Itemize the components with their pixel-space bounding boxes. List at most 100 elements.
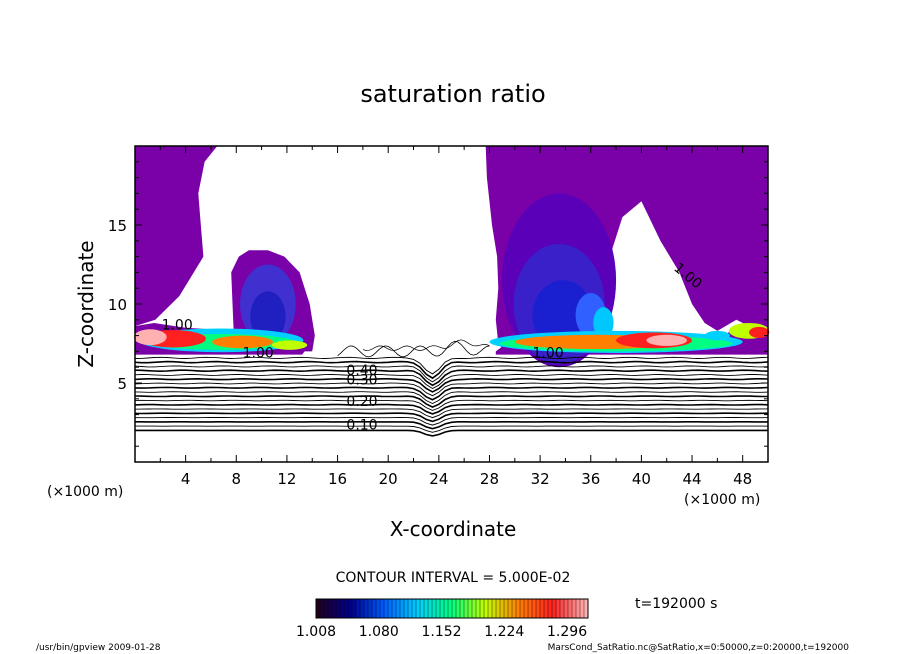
colorbar-frame xyxy=(315,598,589,619)
colorbar-cell xyxy=(456,599,461,618)
intensity-patch xyxy=(749,326,770,338)
colorbar-cell xyxy=(500,599,505,618)
colorbar-cell xyxy=(404,599,409,618)
colorbar-label: 1.152 xyxy=(421,624,461,640)
colorbar-cell xyxy=(368,599,373,618)
colorbar-label: 1.008 xyxy=(296,624,336,640)
contour-label: 1.00 xyxy=(533,346,564,362)
x-tick-label: 16 xyxy=(328,470,347,488)
x-axis-label: X-coordinate xyxy=(390,517,517,541)
colorbar-cell xyxy=(488,599,493,618)
contour-line xyxy=(134,377,769,393)
colorbar-cell xyxy=(432,599,437,618)
colorbar-cell xyxy=(520,599,525,618)
colorbar-cell xyxy=(392,599,397,618)
contour-line xyxy=(134,356,769,375)
colorbar-cell xyxy=(492,599,497,618)
colorbar-cell xyxy=(428,599,433,618)
contour-line xyxy=(362,339,490,351)
x-tick-label: 12 xyxy=(277,470,296,488)
colorbar-cell xyxy=(524,599,529,618)
contour-label: 1.00 xyxy=(243,346,274,362)
colorbar-cell xyxy=(420,599,425,618)
colorbar-cell xyxy=(320,599,325,618)
contour-line xyxy=(134,391,769,404)
contour-lines xyxy=(134,339,769,437)
contour-line xyxy=(135,421,768,430)
contour-line xyxy=(134,395,768,408)
colorbar-cell xyxy=(372,599,377,618)
colorbar-cell xyxy=(532,599,537,618)
colorbar-cell xyxy=(352,599,357,618)
intensity-patch xyxy=(646,334,687,346)
contour-label: 0.30 xyxy=(346,373,377,389)
x-tick-label: 44 xyxy=(682,470,701,488)
supersat-region xyxy=(135,146,218,327)
colorbar-cell xyxy=(516,599,521,618)
colorbar-cell xyxy=(436,599,441,618)
colorbar-cell xyxy=(348,599,353,618)
colorbar-cell xyxy=(388,599,393,618)
colorbar-cell xyxy=(316,599,321,618)
colorbar xyxy=(315,599,589,618)
colorbar-cell xyxy=(580,599,585,618)
x-tick-label: 8 xyxy=(232,470,242,488)
colorbar-cell xyxy=(496,599,501,618)
contour-line xyxy=(134,399,769,411)
colorbar-cell xyxy=(480,599,485,618)
colorbar-cell xyxy=(408,599,413,618)
intensity-patch xyxy=(250,291,286,342)
colorbar-label: 1.296 xyxy=(547,624,587,640)
plot-field xyxy=(133,146,770,368)
colorbar-cell xyxy=(364,599,369,618)
colorbar-cell xyxy=(448,599,453,618)
x-unit-right: (×1000 m) xyxy=(684,492,760,508)
colorbar-cell xyxy=(508,599,513,618)
colorbar-cell xyxy=(556,599,561,618)
contour-line xyxy=(134,369,769,387)
colorbar-cell xyxy=(412,599,417,618)
colorbar-cell xyxy=(324,599,329,618)
intensity-patch xyxy=(133,329,167,346)
colorbar-cell xyxy=(340,599,345,618)
y-tick-label: 5 xyxy=(117,375,127,393)
x-tick-label: 20 xyxy=(379,470,398,488)
colorbar-cell xyxy=(568,599,573,618)
x-tick-label: 24 xyxy=(429,470,448,488)
footer-right: MarsCond_SatRatio.nc@SatRatio,x=0:50000,… xyxy=(548,643,850,653)
y-tick-label: 10 xyxy=(108,296,127,314)
contour-line xyxy=(135,425,769,433)
colorbar-cell xyxy=(396,599,401,618)
colorbar-cell xyxy=(552,599,557,618)
contour-line xyxy=(135,429,768,437)
colorbar-cell xyxy=(360,599,365,618)
colorbar-cell xyxy=(380,599,385,618)
footer-left: /usr/bin/gpview 2009-01-28 xyxy=(36,643,161,653)
colorbar-cell xyxy=(452,599,457,618)
colorbar-cell xyxy=(440,599,445,618)
contour-label: 0.40 xyxy=(346,363,377,379)
contour-line xyxy=(134,374,769,390)
colorbar-cell xyxy=(344,599,349,618)
y-axis-ticks: 5 10 15 xyxy=(108,161,768,447)
x-axis-ticks: 4 8 12 16 20 24 28 32 36 40 44 48 xyxy=(159,146,752,488)
colorbar-cell xyxy=(572,599,577,618)
x-tick-label: 28 xyxy=(480,470,499,488)
x-tick-label: 48 xyxy=(733,470,752,488)
y-axis-label: Z-coordinate xyxy=(74,240,98,367)
contour-line xyxy=(134,417,769,426)
x-tick-label: 32 xyxy=(531,470,550,488)
colorbar-cell xyxy=(444,599,449,618)
colorbar-cell xyxy=(472,599,477,618)
contour-line xyxy=(337,340,490,358)
colorbar-cell xyxy=(376,599,381,618)
colorbar-cell xyxy=(424,599,429,618)
contour-label: 0.20 xyxy=(346,394,377,410)
colorbar-label: 1.224 xyxy=(484,624,524,640)
colorbar-cell xyxy=(384,599,389,618)
colorbar-cell xyxy=(400,599,405,618)
colorbar-cell xyxy=(336,599,341,618)
chart-title: saturation ratio xyxy=(360,80,545,108)
x-tick-label: 36 xyxy=(581,470,600,488)
contour-line xyxy=(134,408,768,419)
